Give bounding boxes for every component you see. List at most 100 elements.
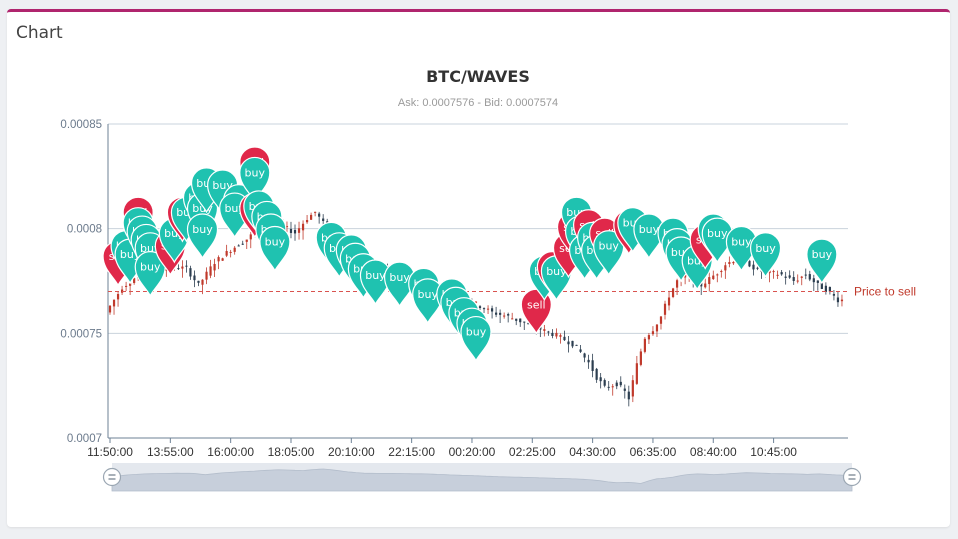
chart-title: BTC/WAVES <box>426 67 530 86</box>
x-tick-label: 10:45:00 <box>750 445 797 459</box>
candle <box>482 307 486 313</box>
x-tick-label: 11:50:00 <box>87 445 133 459</box>
x-axis: 11:50:00 13:55:00 16:00:00 18:05:00 20:10:00… <box>87 437 848 459</box>
marker-label: buy <box>192 223 213 236</box>
candle <box>808 270 811 282</box>
candle <box>792 271 795 285</box>
candle <box>840 294 844 307</box>
zoom-start-handle[interactable] <box>102 467 122 487</box>
candle <box>663 300 667 320</box>
candle <box>728 256 731 268</box>
marker-label: buy <box>731 236 752 249</box>
candle <box>494 306 498 318</box>
candle <box>832 289 836 301</box>
y-tick-label: 0.0008 <box>67 224 102 236</box>
candle <box>591 353 594 378</box>
candle <box>559 333 562 344</box>
marker-label: buy <box>812 248 833 261</box>
card-title: Chart <box>16 23 63 43</box>
chart-subtitle: Ask: 0.0007576 - Bid: 0.0007574 <box>398 97 558 109</box>
x-tick-label: 13:55:00 <box>147 445 194 459</box>
candle <box>543 324 546 337</box>
candle <box>788 270 791 279</box>
candle <box>197 280 200 287</box>
x-tick-label: 22:15:00 <box>388 445 435 459</box>
trade-markers: sellbuybuysellbuybuybuybuybuysellbuysell… <box>102 146 838 362</box>
marker-label: buy <box>598 240 619 253</box>
candle <box>301 220 305 240</box>
candle <box>623 384 626 399</box>
candle <box>318 211 321 224</box>
x-tick-label: 16:00:00 <box>207 445 254 459</box>
buy-marker: buy <box>460 316 492 362</box>
candle <box>667 290 671 311</box>
buy-marker: buy <box>633 213 665 260</box>
candle <box>780 269 783 276</box>
candle <box>181 260 184 278</box>
candle <box>322 214 325 225</box>
candle <box>724 262 727 279</box>
candle <box>708 271 711 292</box>
candle <box>619 376 622 388</box>
candle <box>547 330 550 336</box>
marker-label: buy <box>707 227 728 240</box>
candle <box>515 318 518 326</box>
x-tick-label: 08:40:00 <box>690 445 737 459</box>
candle <box>523 321 526 331</box>
candle <box>800 275 803 286</box>
candle <box>639 348 642 367</box>
candle <box>716 273 719 283</box>
price-to-sell-label: Price to sell <box>854 284 916 298</box>
candle <box>309 212 313 220</box>
candle <box>784 271 787 285</box>
candle <box>804 268 807 280</box>
candle <box>756 266 759 271</box>
candle <box>675 278 679 296</box>
candle <box>193 270 196 288</box>
marker-label: buy <box>466 326 487 339</box>
zoom-preview <box>111 468 853 492</box>
chart-card: Chart BTC/WAVES Ask: 0.0007576 - Bid: 0.… <box>7 9 950 527</box>
candle <box>659 315 663 330</box>
candle <box>575 344 578 346</box>
candle <box>776 270 779 280</box>
candle <box>824 282 827 295</box>
buy-marker: buy <box>806 238 838 285</box>
y-axis: 0.00085 0.0008 0.00075 0.0007 <box>60 119 109 445</box>
candle <box>221 257 224 261</box>
candle <box>241 240 244 245</box>
y-tick-label: 0.00075 <box>60 328 102 340</box>
candle <box>205 267 208 285</box>
candle <box>217 255 220 270</box>
candle <box>627 385 630 407</box>
marker-label: buy <box>755 242 776 255</box>
candle <box>225 244 228 258</box>
marker-label: buy <box>265 236 286 249</box>
candle <box>124 281 128 291</box>
candle <box>828 286 832 295</box>
x-tick-label: 18:05:00 <box>268 445 315 459</box>
x-tick-label: 04:30:00 <box>569 445 616 459</box>
candle <box>752 260 755 276</box>
candle <box>603 378 606 388</box>
candle <box>209 259 212 279</box>
candle <box>237 244 240 247</box>
candle <box>772 269 775 279</box>
candle <box>579 344 582 353</box>
candle <box>486 305 490 315</box>
buy-marker: buy <box>749 232 782 279</box>
zoom-end-handle[interactable] <box>842 467 862 487</box>
candle <box>571 340 574 349</box>
marker-label: buy <box>417 288 438 301</box>
candle <box>189 265 192 280</box>
data-zoom-slider[interactable] <box>102 463 862 492</box>
candle <box>595 367 598 383</box>
candle <box>108 304 112 315</box>
buy-marker: buy <box>134 251 166 297</box>
candle <box>611 383 614 396</box>
x-tick-label: 00:20:00 <box>449 445 496 459</box>
buy-marker: buy <box>259 226 291 272</box>
candle <box>816 280 819 291</box>
candle <box>245 239 248 249</box>
